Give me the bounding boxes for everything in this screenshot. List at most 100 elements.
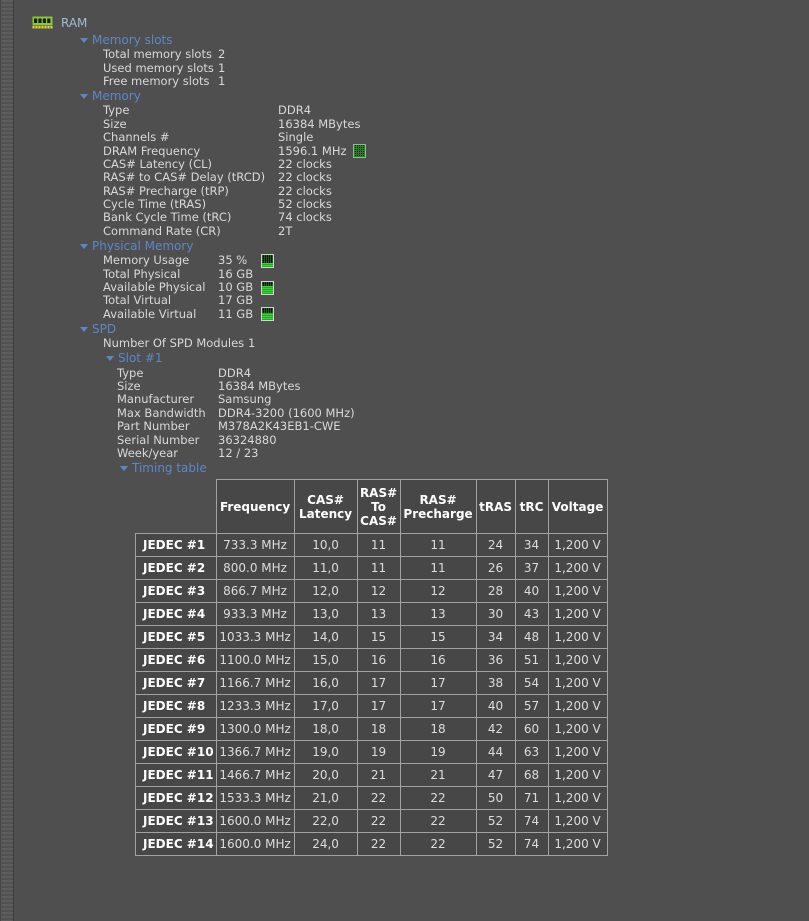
row-value: 16384 MBytes	[278, 116, 361, 131]
table-row: JEDEC #13 1600.0 MHz 22,0 22 22 52 74 1,200 V	[135, 809, 608, 834]
timing-cell: 16	[399, 648, 477, 673]
table-row: JEDEC #9 1300.0 MHz 18,0 18 18 42 60 1,200 V	[135, 717, 608, 742]
timing-cell: 1600.0 MHz	[215, 832, 295, 857]
jedec-row-label: JEDEC #11	[135, 763, 217, 788]
timing-cell: 11,0	[293, 556, 358, 581]
timing-cell: 1,200 V	[547, 602, 608, 627]
table-row: JEDEC #3 866.7 MHz 12,0 12 12 28 40 1,200 V	[135, 579, 608, 604]
gauge-icon	[261, 307, 274, 322]
row-value: 17 GB	[218, 293, 254, 308]
timing-cell: 42	[475, 717, 516, 742]
timing-cell: 933.3 MHz	[215, 602, 295, 627]
timing-cell: 22	[399, 786, 477, 811]
jedec-row-label: JEDEC #13	[135, 809, 217, 834]
timing-cell: 1300.0 MHz	[215, 717, 295, 742]
info-row: Total Virtual 17 GB	[103, 294, 802, 307]
column-header: RAS# Precharge	[399, 479, 477, 535]
timing-cell: 1,200 V	[547, 556, 608, 581]
jedec-row-label: JEDEC #4	[135, 602, 217, 627]
section-header-memory-slots[interactable]: Memory slots	[80, 34, 802, 47]
section-header-timing-table[interactable]: Timing table	[120, 462, 802, 475]
row-label: DRAM Frequency	[103, 143, 201, 158]
ram-root-label: RAM	[61, 15, 88, 30]
jedec-row-label: JEDEC #2	[135, 556, 217, 581]
info-row: Part Number M378A2K43EB1-CWE	[117, 420, 802, 433]
info-row: Memory Usage 35 %	[103, 254, 802, 268]
timing-cell: 37	[514, 556, 549, 581]
info-row: Type DDR4	[117, 366, 802, 379]
timing-cell: 1,200 V	[547, 717, 608, 742]
row-value: 10 GB	[218, 280, 254, 295]
timing-cell: 21	[399, 763, 477, 788]
timing-cell: 1600.0 MHz	[215, 809, 295, 834]
row-label: Command Rate (CR)	[103, 223, 221, 238]
jedec-row-label: JEDEC #7	[135, 671, 217, 696]
info-row: RAS# Precharge (tRP) 22 clocks	[103, 184, 802, 198]
timing-cell: 1,200 V	[547, 625, 608, 650]
timing-cell: 17	[399, 671, 477, 696]
timing-cell: 22	[356, 809, 401, 834]
timing-cell: 52	[475, 832, 516, 857]
timing-cell: 1533.3 MHz	[215, 786, 295, 811]
timing-cell: 34	[514, 533, 549, 558]
column-header: tRC	[514, 479, 549, 535]
column-header: RAS# To CAS#	[356, 479, 401, 535]
section-label: Physical Memory	[92, 239, 194, 254]
row-label: Bank Cycle Time (tRC)	[103, 210, 232, 225]
section-header-spd[interactable]: SPD	[80, 323, 802, 336]
info-row: Max Bandwidth DDR4-3200 (1600 MHz)	[117, 406, 802, 420]
timing-cell: 13	[356, 602, 401, 627]
jedec-row-label: JEDEC #10	[135, 740, 217, 765]
row-label: CAS# Latency (CL)	[103, 156, 213, 171]
info-row: Size 16384 MBytes	[117, 380, 802, 393]
table-row: JEDEC #5 1033.3 MHz 14,0 15 15 34 48 1,200 V	[135, 625, 608, 650]
row-value: Samsung	[218, 392, 272, 407]
info-row: Bank Cycle Time (tRC) 74 clocks	[103, 211, 802, 224]
section-label: Memory	[92, 89, 141, 104]
timing-cell: 11	[399, 533, 477, 558]
timing-cell: 17	[356, 671, 401, 696]
timing-cell: 17	[399, 694, 477, 719]
timing-cell: 1366.7 MHz	[215, 740, 295, 765]
timing-cell: 1,200 V	[547, 740, 608, 765]
section-header-memory[interactable]: Memory	[80, 90, 802, 103]
timing-cell: 1,200 V	[547, 694, 608, 719]
info-row: Total memory slots 2	[103, 48, 802, 61]
timing-cell: 1,200 V	[547, 648, 608, 673]
ram-module-icon	[32, 16, 53, 29]
row-value: 52 clocks	[278, 197, 332, 212]
row-value: 1	[218, 60, 226, 75]
row-value: DDR4	[278, 103, 312, 118]
timing-cell: 866.7 MHz	[215, 579, 295, 604]
section-header-physical-memory[interactable]: Physical Memory	[80, 240, 802, 253]
info-row: DRAM Frequency 1596.1 MHz	[103, 143, 802, 159]
row-label: Available Physical	[103, 280, 206, 295]
timing-cell: 1,200 V	[547, 763, 608, 788]
timing-cell: 15	[356, 625, 401, 650]
ram-info-panel: RAM Memory slots Total memory slots 2 Used …	[32, 14, 802, 857]
info-row: CAS# Latency (CL) 22 clocks	[103, 156, 802, 171]
timing-cell: 71	[514, 786, 549, 811]
section-header-slot-1[interactable]: Slot #1	[106, 352, 802, 365]
timing-cell: 22	[399, 809, 477, 834]
info-row: Type DDR4	[103, 104, 802, 117]
timing-cell: 21,0	[293, 786, 358, 811]
row-value: DDR4	[218, 365, 252, 380]
table-row: JEDEC #6 1100.0 MHz 15,0 16 16 36 51 1,200 V	[135, 648, 608, 673]
timing-cell: 57	[514, 694, 549, 719]
info-row: Number Of SPD Modules 1	[103, 337, 802, 350]
timing-cell: 50	[475, 786, 516, 811]
gauge-icon	[261, 280, 274, 295]
row-value: 74 clocks	[278, 210, 332, 225]
timing-cell: 22,0	[293, 809, 358, 834]
info-row: Size 16384 MBytes	[103, 116, 802, 131]
collapse-arrow-icon	[80, 327, 88, 333]
timing-cell: 68	[514, 763, 549, 788]
timing-cell: 52	[475, 809, 516, 834]
timing-cell: 74	[514, 832, 549, 857]
ram-root-node[interactable]: RAM	[32, 14, 802, 31]
timing-cell: 20,0	[293, 763, 358, 788]
panel-edge-grip	[0, 0, 14, 921]
row-label: Total Virtual	[103, 293, 172, 308]
jedec-row-label: JEDEC #14	[135, 832, 217, 857]
